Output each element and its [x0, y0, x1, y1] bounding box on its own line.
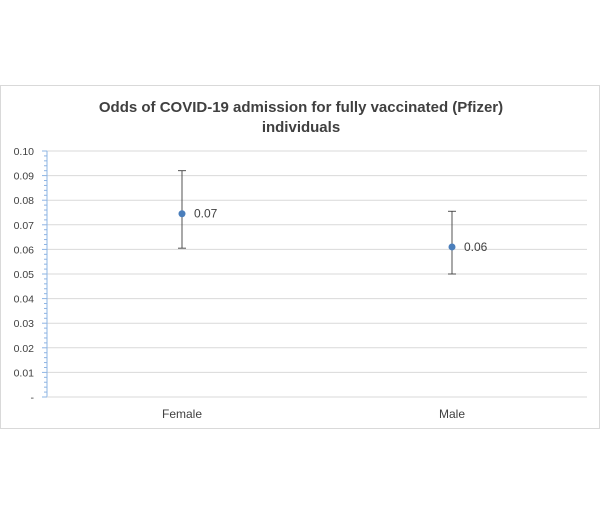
y-tick-label: 0.05	[14, 269, 35, 281]
chart-svg: Odds of COVID-19 admission for fully vac…	[14, 99, 587, 421]
y-tick-label: 0.06	[14, 244, 35, 256]
y-tick-label: 0.04	[14, 294, 35, 306]
y-tick-label: 0.02	[14, 343, 35, 355]
x-category-label: Male	[439, 407, 465, 421]
y-tick-label: 0.10	[14, 146, 35, 158]
data-label: 0.06	[464, 240, 488, 254]
plot-area: - 0.01 0.02 0.03 0.04 0.05 0.06 0.07 0.08 0.09 0.1…	[14, 146, 587, 421]
y-tick-label: -	[31, 392, 35, 404]
y-tick-label: 0.03	[14, 318, 35, 330]
y-tick-label: 0.08	[14, 195, 35, 207]
chart-title-line-2: individuals	[262, 119, 340, 136]
data-label: 0.07	[194, 207, 218, 221]
y-tick-label: 0.01	[14, 367, 35, 379]
data-point	[178, 210, 186, 218]
chart-area: Odds of COVID-19 admission for fully vac…	[0, 85, 600, 429]
y-tick-label: 0.07	[14, 220, 35, 232]
chart-title-line-1: Odds of COVID-19 admission for fully vac…	[99, 99, 503, 116]
data-point	[448, 243, 456, 251]
y-tick-label: 0.09	[14, 171, 35, 183]
x-category-label: Female	[162, 407, 202, 421]
